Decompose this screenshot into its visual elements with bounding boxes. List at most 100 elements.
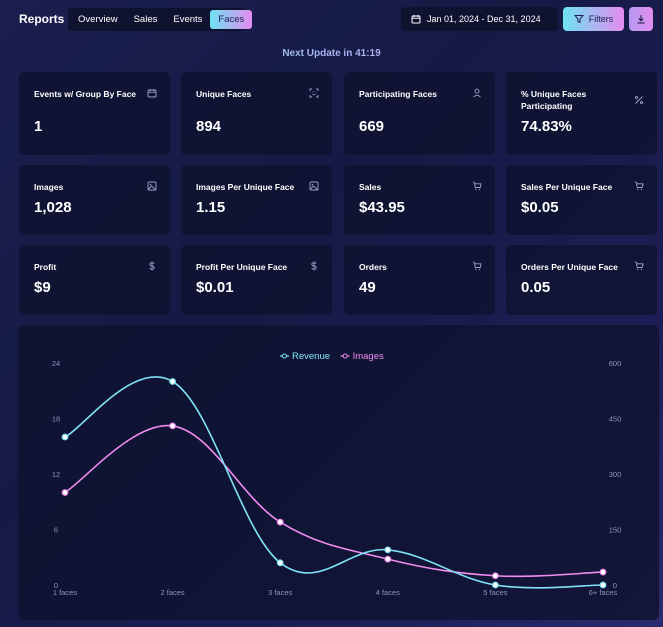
percent-icon [633,94,645,106]
legend-swatch-marker [282,353,287,359]
x-tick-label: 1 faces [53,588,77,597]
filters-button[interactable]: Filters [563,7,624,31]
stat-card-profit-per-unique-face: Profit Per Unique Face $0.01 [181,245,332,315]
top-bar: Reports Overview Sales Events Faces Jan … [0,0,663,40]
x-tick-label: 6+ faces [589,588,618,597]
cart-icon [471,180,483,192]
stat-card-orders: Orders 49 [344,245,495,315]
stat-label: Orders Per Unique Face [521,262,618,272]
next-update-timer: Next Update in 41:19 [0,48,663,59]
y-right-tick-label: 450 [609,415,622,424]
page-title: Reports [19,12,65,26]
stat-card-events-group-by-face: Events w/ Group By Face 1 [19,72,170,155]
data-point-revenue [276,559,284,567]
tab-overview[interactable]: Overview [78,14,118,25]
date-range-picker[interactable]: Jan 01, 2024 - Dec 31, 2024 [401,7,558,31]
stat-value: 1,028 [34,199,72,216]
stat-value: $9 [34,279,51,296]
stat-label: Images Per Unique Face [196,182,295,192]
image-icon [146,180,158,192]
stat-card-images: Images 1,028 [19,165,170,235]
tab-faces[interactable]: Faces [210,10,253,29]
legend-label-images: Images [353,351,384,362]
y-left-tick-label: 24 [52,359,60,368]
data-point-images [384,555,392,563]
y-left-tick-label: 0 [54,581,58,590]
data-point-images [599,568,607,576]
stat-card-unique-faces: Unique Faces 894 [181,72,332,155]
stat-card-participating-faces: Participating Faces 669 [344,72,495,155]
y-axis-right: 0 150 300 450 600 [609,359,622,590]
stat-label: Profit Per Unique Face [196,262,288,272]
stat-label: % Unique Faces Participating [521,89,587,111]
dollar-icon [308,260,320,272]
legend-swatch-marker [342,353,348,359]
stat-label: Sales [359,182,382,192]
stat-card-profit: Profit $9 [19,245,170,315]
x-tick-label: 5 faces [483,588,507,597]
stat-value: 669 [359,118,385,135]
y-left-tick-label: 18 [52,415,60,424]
tab-events[interactable]: Events [173,14,203,25]
data-point-revenue [599,581,607,589]
filters-label: Filters [588,14,614,24]
stat-label: Orders [359,262,387,272]
stat-value: 1 [34,118,43,135]
chart-series [61,376,607,589]
data-point-images [276,518,284,526]
tab-sales[interactable]: Sales [133,14,158,25]
stat-label: Participating Faces [359,89,437,99]
stat-label: Sales Per Unique Face [521,182,613,192]
person-icon [471,87,483,99]
image-icon [308,180,320,192]
download-button[interactable] [629,7,653,31]
dollar-icon [146,260,158,272]
faces-line-chart: Revenue Images 0 6 12 18 24 0 150 300 450 600 1 f… [52,351,622,597]
stat-label: Profit [34,262,57,272]
x-axis: 1 faces 2 faces 3 faces 4 faces 5 faces 6+ fa… [53,588,618,597]
stat-value: 49 [359,279,376,296]
stat-value: $0.05 [521,199,559,216]
stat-value: $43.95 [359,199,405,216]
series-line-images [64,425,604,578]
cart-icon [633,180,645,192]
stat-card-unique-faces-participating: % Unique Faces Participating 74.83% [506,72,657,155]
download-icon [637,15,645,24]
x-tick-label: 3 faces [268,588,292,597]
stat-value: $0.01 [196,279,234,296]
y-right-tick-label: 0 [613,581,617,590]
data-point-images [61,489,69,496]
stat-card-sales: Sales $43.95 [344,165,495,235]
stat-label: Unique Faces [196,89,252,99]
stat-label: Events w/ Group By Face [34,89,137,99]
stat-card-sales-per-unique-face: Sales Per Unique Face $0.05 [506,165,657,235]
data-point-revenue [384,546,392,554]
y-right-tick-label: 150 [609,526,622,535]
data-point-images [492,572,499,580]
stat-value: 1.15 [196,199,226,216]
y-right-tick-label: 300 [609,470,622,479]
calendar-icon [411,15,421,24]
stat-value: 74.83% [521,118,572,135]
chart-legend: Revenue Images [280,351,384,362]
data-point-revenue [492,581,499,589]
x-tick-label: 2 faces [161,588,185,597]
stat-value: 0.05 [521,279,551,296]
cart-icon [471,260,483,272]
data-point-revenue [61,433,69,441]
face-scan-icon [308,87,320,99]
series-line-revenue [64,376,604,589]
y-left-tick-label: 12 [52,470,60,479]
legend-label-revenue: Revenue [292,351,330,362]
stat-card-images-per-unique-face: Images Per Unique Face 1.15 [181,165,332,235]
stat-card-orders-per-unique-face: Orders Per Unique Face 0.05 [506,245,657,315]
y-left-tick-label: 6 [54,526,58,535]
filter-icon [573,15,584,24]
data-point-images [169,422,177,430]
data-point-revenue [169,378,177,385]
y-axis-left: 0 6 12 18 24 [52,359,60,590]
stat-value: 894 [196,118,222,135]
calendar-icon [146,87,158,99]
cart-icon [633,260,645,272]
y-right-tick-label: 600 [609,359,622,368]
